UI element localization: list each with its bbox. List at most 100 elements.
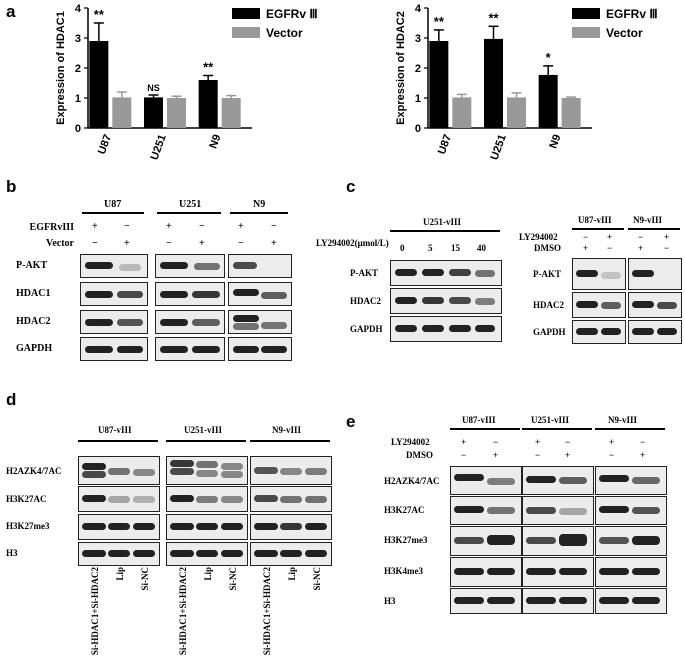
group-label-u87: U87 (104, 199, 122, 210)
blot-image (450, 557, 522, 587)
bar (538, 74, 558, 128)
mark: − (535, 450, 541, 460)
mark: + (124, 238, 130, 249)
dose-5: 5 (428, 243, 433, 253)
panel-label-c: c (346, 177, 356, 196)
dose-40: 40 (477, 243, 486, 253)
y-tick-label: 4 (415, 3, 422, 15)
blot-image (250, 456, 332, 485)
blot-image (228, 310, 292, 334)
group-label-u251-viii: U251-vIII (184, 425, 223, 435)
mark: + (565, 450, 571, 460)
blot-image (80, 337, 148, 361)
blot-image (572, 258, 626, 290)
blot-image (78, 542, 160, 566)
bar (144, 97, 163, 128)
group-bar (82, 212, 144, 214)
group-label-u251-viii: U251-vIII (531, 415, 570, 425)
x-tick-label: U87 (436, 133, 454, 156)
mark: + (607, 232, 613, 242)
bar (429, 41, 449, 128)
bar (484, 38, 503, 128)
blot-label-h2azk47ac: H2AZK4/7AC (384, 476, 440, 486)
blot-label-hdac2: HDAC2 (16, 316, 51, 327)
group-bar (230, 212, 288, 214)
mark: + (92, 221, 98, 232)
mark: − (609, 450, 615, 460)
blot-label-gapdh: GAPDH (16, 343, 53, 354)
significance-label: ** (434, 14, 445, 29)
hdac2-bar-chart: 0 1 2 3 4 Expression of HDAC2 ** U87 ** U251 * N9 EG… (395, 3, 658, 162)
mark: − (461, 450, 467, 460)
blot-image (390, 260, 502, 286)
lane-label: Lip (203, 567, 213, 581)
lane-label: Si-NC (228, 567, 238, 591)
bar (507, 97, 526, 128)
mark: + (166, 221, 172, 232)
group-label-u87-viii: U87-vIII (98, 425, 132, 435)
x-tick-label: N9 (207, 133, 223, 150)
dose-15: 15 (451, 243, 460, 253)
mark: − (664, 243, 670, 253)
blot-image (390, 316, 502, 342)
mark: + (583, 243, 589, 253)
blot-image (155, 282, 225, 306)
blot-image (78, 514, 160, 540)
mark: − (493, 437, 499, 447)
x-tick-label: U251 (149, 133, 169, 162)
blot-label-h3: H3 (384, 596, 396, 606)
bar (221, 98, 241, 128)
lane-label: Lip (287, 567, 297, 581)
bar (167, 98, 186, 128)
x-tick-label: N9 (547, 133, 563, 150)
blot-image (228, 337, 292, 361)
blot-image (572, 320, 626, 344)
bar (89, 41, 109, 128)
legend-swatch (232, 27, 260, 38)
blot-image (595, 526, 667, 556)
mark: + (271, 238, 277, 249)
blot-image (450, 526, 522, 556)
legend-swatch (232, 8, 260, 19)
blot-label-gapdh: GAPDH (533, 327, 566, 337)
blot-image (250, 542, 332, 566)
row-label-egfrviii: EGFRvIII (29, 222, 74, 233)
mark: − (238, 238, 244, 249)
lane-label: Si-HDAC1+Si-HDAC2 (178, 567, 188, 656)
lane-label: Lip (115, 567, 125, 581)
y-tick-label: 0 (75, 123, 81, 135)
y-axis-label: Expression of HDAC2 (395, 11, 407, 125)
lane-label: Si-HDAC1+Si-HDAC2 (90, 567, 100, 656)
blot-label-p-akt: P-AKT (533, 269, 561, 279)
lane-label: Si-HDAC1+Si-HDAC2 (262, 567, 272, 656)
blot-image (228, 282, 292, 306)
blot-label-hdac2: HDAC2 (350, 296, 381, 306)
lane-label: Si-NC (312, 567, 322, 591)
blot-image (595, 588, 667, 614)
blot-image (166, 456, 248, 485)
mark: − (271, 221, 277, 232)
group-bar (250, 440, 330, 442)
mark: − (124, 221, 130, 232)
blot-label-p-akt: P-AKT (350, 268, 378, 278)
row-label-ly294002: LY294002 (519, 232, 558, 242)
blot-image (155, 254, 225, 278)
blot-label-h3k4me3: H3K4me3 (384, 566, 423, 576)
mark: − (638, 232, 644, 242)
significance-label: ** (203, 60, 214, 75)
mark: − (166, 238, 172, 249)
y-tick-label: 0 (415, 123, 421, 135)
bar (198, 80, 218, 128)
mark: − (199, 221, 205, 232)
blot-image (250, 514, 332, 540)
x-tick-label: U251 (489, 133, 509, 162)
y-tick-label: 2 (415, 63, 421, 75)
bar (112, 97, 132, 128)
group-label-n9: N9 (253, 199, 266, 210)
blot-label-hdac2: HDAC2 (533, 300, 564, 310)
blot-label-h2azk47ac: H2AZK4/7AC (6, 466, 62, 476)
panel-label-a: a (6, 2, 16, 21)
blot-label-h3: H3 (6, 548, 18, 558)
y-tick-label: 3 (415, 33, 421, 45)
row-label-vector: Vector (46, 238, 74, 249)
